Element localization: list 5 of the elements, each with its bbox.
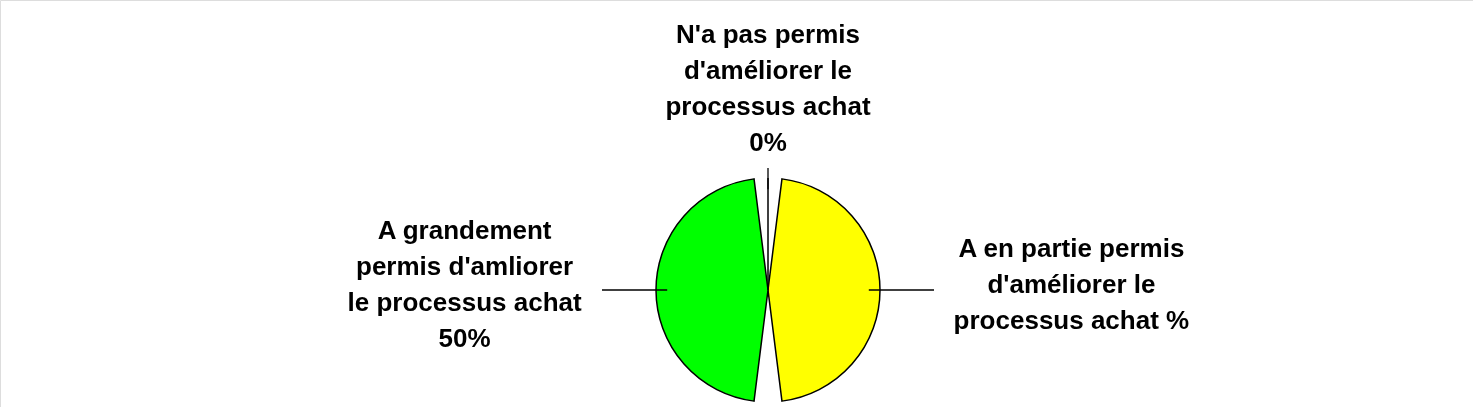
category-label: N'a pas permis d'améliorer le processus achat [665, 19, 871, 121]
slice-label: A en partie permis d'améliorer le processus achat % [953, 233, 1190, 335]
text: 0% [749, 127, 787, 157]
slice-label: A grandement permis d'amliorer le processus achat [347, 215, 582, 317]
data-label: 50% [438, 323, 491, 353]
